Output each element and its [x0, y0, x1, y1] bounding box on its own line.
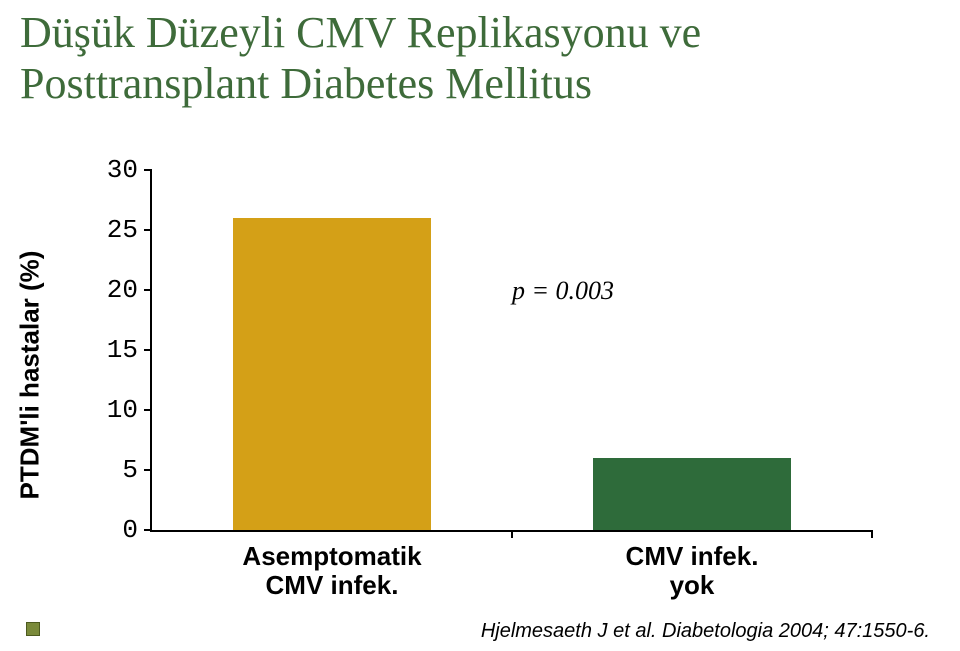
y-tick-label: 0	[122, 515, 138, 545]
y-tick-label: 15	[107, 335, 138, 365]
x-tick	[871, 530, 873, 538]
y-tick-label: 10	[107, 395, 138, 425]
y-tick-label: 25	[107, 215, 138, 245]
y-tick	[144, 229, 152, 231]
y-tick	[144, 289, 152, 291]
y-tick-label: 20	[107, 275, 138, 305]
y-tick	[144, 169, 152, 171]
x-tick-label: AsemptomatikCMV infek.	[242, 542, 421, 599]
bar	[593, 458, 791, 530]
bar-chart: PTDM'li hastalar (%) p = 0.003 051015202…	[60, 160, 900, 590]
y-tick	[144, 469, 152, 471]
title-line-1: Düşük Düzeyli CMV Replikasyonu ve	[20, 8, 940, 59]
y-tick	[144, 529, 152, 531]
x-tick	[511, 530, 513, 538]
x-tick-label: CMV infek.yok	[626, 542, 759, 599]
plot-area: p = 0.003 051015202530AsemptomatikCMV in…	[150, 170, 872, 532]
title-line-2: Posttransplant Diabetes Mellitus	[20, 59, 940, 110]
y-tick	[144, 409, 152, 411]
bullet-icon	[26, 622, 40, 636]
y-tick	[144, 349, 152, 351]
bar	[233, 218, 431, 530]
slide-title: Düşük Düzeyli CMV Replikasyonu ve Posttr…	[20, 8, 940, 109]
y-tick-label: 5	[122, 455, 138, 485]
y-tick-label: 30	[107, 155, 138, 185]
citation-text: Hjelmesaeth J et al. Diabetologia 2004; …	[481, 620, 930, 643]
y-axis-label: PTDM'li hastalar (%)	[15, 251, 46, 500]
p-value-annotation: p = 0.003	[512, 276, 614, 306]
